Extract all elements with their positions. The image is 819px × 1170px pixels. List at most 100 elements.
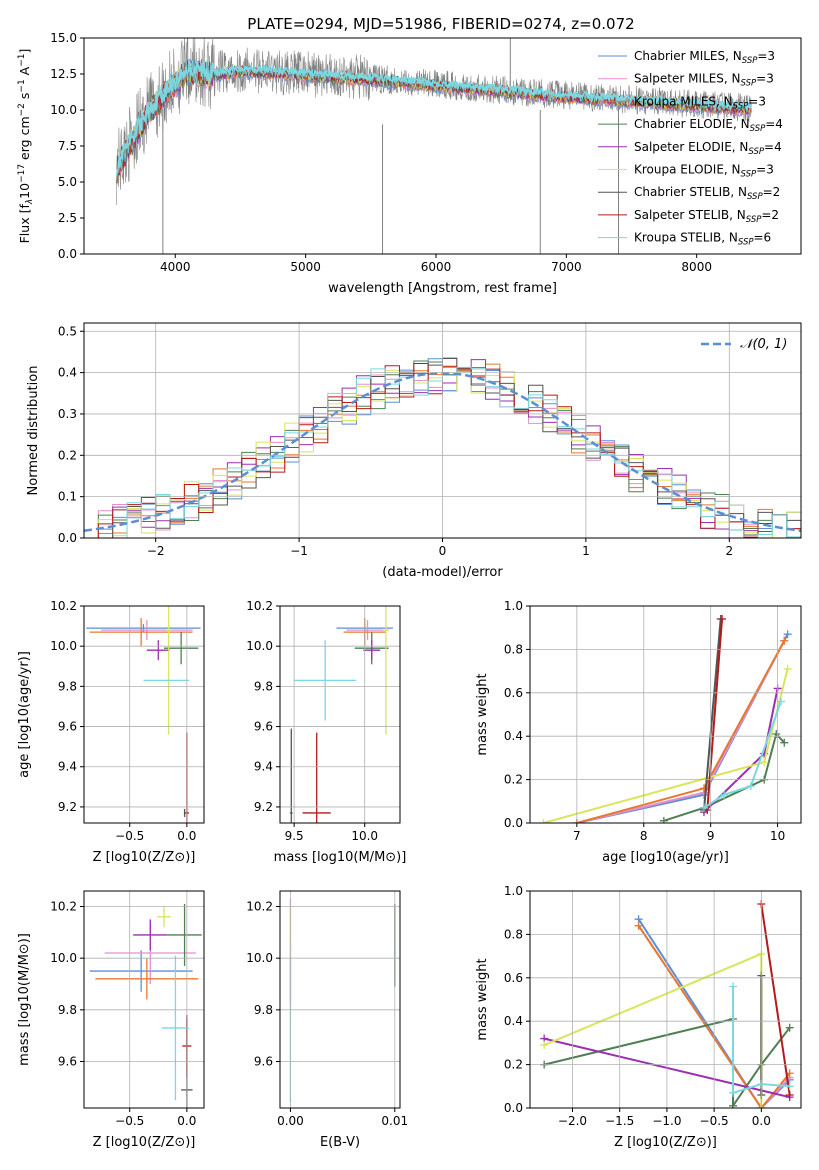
axes-frame [529,890,802,1109]
grid [84,605,204,823]
x-tick-label: 0.0 [177,829,196,843]
x-tick-label: −2 [147,544,165,558]
panel-mass_weight_vs_age: 7 8 9 10 0.0 0.2 0.4 0.6 0.8 1.0 age [log10(age/yr… [475,599,802,865]
legend-value: =3 [757,49,775,63]
panels: 4000 5000 6000 7000 80000.02.55.07.510.012.5… [17,31,802,1150]
data-point [383,606,389,735]
grid [280,605,400,823]
x-tick-label: 9 [707,829,715,843]
x-tick-label: 0 [439,544,447,558]
x-tick-label: −0.5 [115,829,144,843]
plot-area [115,38,753,254]
data-point [161,955,190,1101]
y-tick-label: 10.0 [50,639,77,653]
legend-subscript: SSP [742,56,758,66]
legend-label: Salpeter STELIB, NSSP=2 [634,208,779,225]
series-line [732,986,790,1095]
y-tick-label: 1.0 [504,599,523,613]
panel-age_vs_Z: −0.5 0.0 9.2 9.4 9.6 9.8 10.0 10.2 Z [log10(Z/Z⊙… [17,599,205,865]
x-tick-label: −2.0 [558,1114,587,1128]
legend-value: =6 [754,231,772,245]
x-axis-label: Z [log10(Z/Z⊙)] [614,1135,717,1150]
data-point [89,950,193,992]
panel-age_vs_mass: 9.5 10.0 9.2 9.4 9.6 9.8 10.0 10.2 mass [log10(M… [246,599,406,865]
legend-label: Salpeter MILES, NSSP=3 [634,72,774,89]
y-tick-label: 0.0 [504,816,523,830]
y-tick-label: 0.8 [504,927,523,941]
legend: Chabrier MILES, NSSP=3 Salpeter MILES, NS… [598,49,783,248]
legend-subscript: SSP [738,238,754,248]
legend-subscript: SSP [741,79,757,89]
panel-residuals: −2 −1 0 1 2 0.0 0.1 0.2 0.3 0.4 0.5 (data-model)/er… [26,322,802,580]
legend-label: Chabrier MILES, NSSP=3 [634,49,775,66]
y-tick-label: 10.2 [246,900,273,914]
data-point [363,640,381,661]
y-tick-label: 9.6 [58,1055,77,1069]
grid [280,891,400,1108]
legend-value: =4 [765,117,783,131]
y-tick-label: 9.8 [58,1003,77,1017]
x-tick-label: 6000 [421,260,452,274]
legend-label: Chabrier ELODIE, NSSP=4 [634,117,783,134]
axes-frame [83,605,205,824]
y-tick-label: 9.8 [254,679,273,693]
series-line [703,618,722,811]
series-marker [539,819,548,823]
axes-frame [83,37,802,255]
x-tick-label: −0.5 [115,1114,144,1128]
series-marker [729,1088,738,1097]
axes-frame [279,605,401,824]
series-marker [729,982,738,991]
x-axis-label: (data-model)/error [382,565,503,580]
legend-value: =3 [748,94,766,108]
data-point [89,618,193,647]
y-tick-label: 9.6 [58,720,77,734]
figure-title: PLATE=0294, MJD=51986, FIBERID=0274, z=0… [247,15,634,33]
x-tick-label: −0.5 [700,1114,729,1128]
y-tick-label: 15.0 [50,31,77,45]
x-tick-label: 1 [582,544,590,558]
legend-value: =2 [761,208,779,222]
legend-subscript: SSP [748,147,764,157]
y-tick-label: 0.3 [58,407,77,421]
grid [84,891,204,1108]
y-tick-label: 9.2 [58,800,77,814]
x-tick-label: 2 [725,544,733,558]
x-axis-label: E(B-V) [320,1135,360,1150]
y-tick-label: 0.4 [58,366,77,380]
y-tick-label: 9.4 [254,760,273,774]
series-marker [746,782,755,791]
series-line [703,701,782,809]
series-line [760,903,791,1096]
x-axis-label: age [log10(age/yr)] [602,850,729,865]
y-tick-label: 9.4 [58,760,77,774]
y-tick-label: 0.5 [58,324,77,338]
panel-spectrum: 4000 5000 6000 7000 8000 0.0 2.5 5.0 7.5 10.0 12.5… [17,31,802,296]
legend-subscript: SSP [741,170,757,180]
series-line [543,952,763,1108]
y-tick-label: 1.0 [504,884,523,898]
y-tick-label: 0.2 [504,773,523,787]
x-tick-label: 8000 [681,260,712,274]
y-tick-label: 5.0 [58,175,77,189]
series-marker [699,803,708,812]
legend-label: Chabrier STELIB, NSSP=2 [634,185,780,202]
legend-label: Kroupa ELODIE, NSSP=3 [634,163,774,180]
series-line [543,668,789,823]
y-tick-label: 0.4 [504,729,523,743]
data-point [146,640,170,661]
data-point [133,919,168,951]
y-tick-label: 0.0 [58,247,77,261]
series-line [576,640,786,823]
y-tick-label: 9.2 [254,800,273,814]
plot-area [89,903,202,1108]
legend-value: =2 [763,185,781,199]
data-point [302,732,331,823]
series-marker [760,758,769,767]
grid [530,605,801,824]
x-axis-label: wavelength [Angstrom, rest frame] [328,281,557,296]
plot-area [289,606,393,823]
y-tick-label: 10.2 [50,599,77,613]
x-tick-label: 0.0 [177,1114,196,1128]
series-marker [776,697,785,706]
